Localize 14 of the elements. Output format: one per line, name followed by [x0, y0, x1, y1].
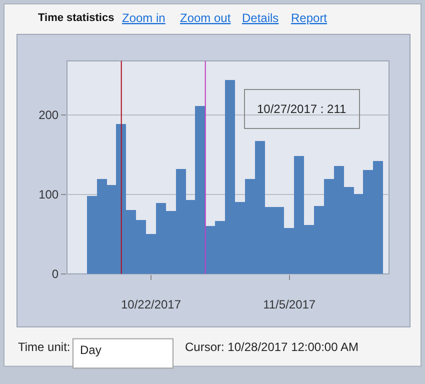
- text: Zoom in: [122, 11, 166, 25]
- x-tick-label: 11/5/2017: [263, 297, 316, 312]
- text: Day: [80, 343, 102, 357]
- annotation: 10/27/2017 : 211: [257, 102, 347, 116]
- text: Time unit:: [18, 340, 70, 354]
- text: Report: [291, 11, 328, 25]
- text: Zoom out: [180, 11, 232, 25]
- text: Cursor: 10/28/2017 12:00:00 AM: [185, 340, 358, 354]
- y-tick-label: 0: [52, 267, 59, 282]
- y-tick-label: 200: [38, 108, 59, 122]
- text: Details: [242, 11, 279, 25]
- x-tick-label: 10/22/2017: [120, 297, 182, 312]
- y-tick-label: 100: [38, 188, 59, 202]
- chart-title: Time statistics: [38, 12, 114, 24]
